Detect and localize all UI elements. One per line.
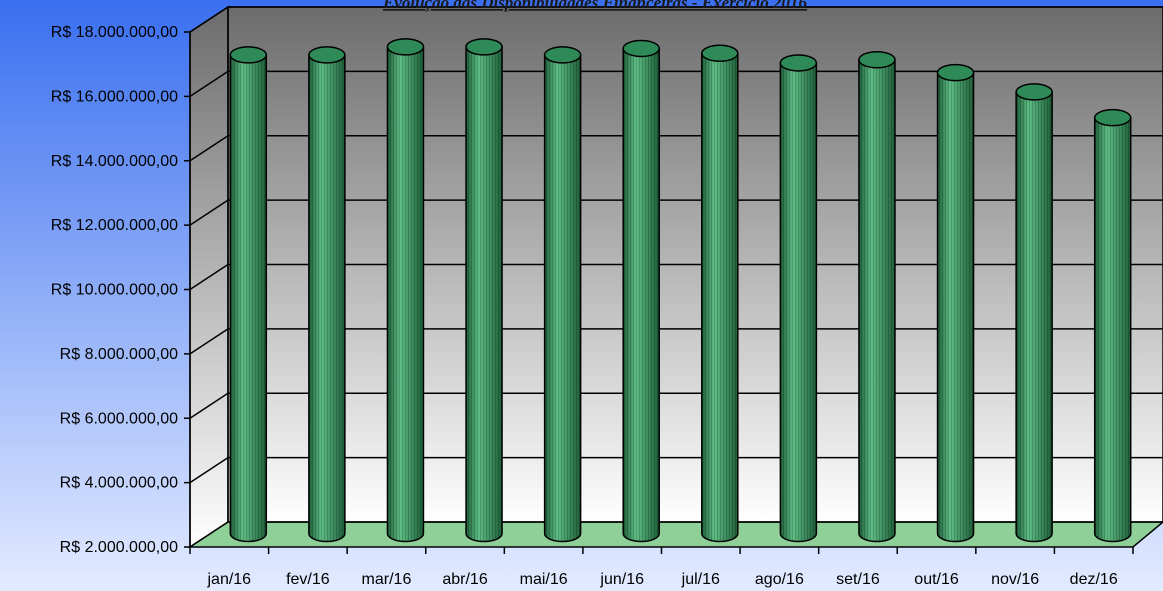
x-tick-label: fev/16 [286,571,330,588]
x-tick-label: abr/16 [442,571,487,588]
bar-stripes [1016,91,1053,542]
bar-abr/16 [465,38,503,543]
y-tick-label: R$ 2.000.000,00 [60,539,178,556]
x-tick-label: jul/16 [681,571,720,588]
bar-stripes [937,72,974,542]
y-tick-label: R$ 6.000.000,00 [60,410,178,427]
bar-stripes [466,46,503,542]
bar-stripes [780,62,817,542]
gridline-side [189,456,229,484]
y-tick-label: R$ 8.000.000,00 [60,346,178,363]
bar-mai/16 [543,46,582,543]
gridline-side [189,328,229,355]
bar-mar/16 [386,38,425,543]
bar-out/16 [936,63,975,543]
gridline-side [189,392,229,419]
chart-title: Evolução das Disponibilidades Financeira… [382,0,808,12]
bar-top [229,46,268,64]
bar-top [465,38,503,56]
y-tick-label: R$ 4.000.000,00 [60,475,178,492]
bar-top [543,46,582,64]
bar-jul/16 [701,44,739,543]
bar-dez/16 [1093,108,1132,543]
bar-stripes [544,54,581,542]
x-tick-label: ago/16 [755,571,804,588]
gridline-side [189,135,229,162]
bar-stripes [308,54,345,542]
bar-set/16 [858,50,896,543]
bar-top [936,63,975,82]
x-tick-label: mai/16 [520,571,568,588]
bar-stripes [230,54,267,542]
bar-top [779,54,818,72]
bar-stripes [1094,117,1131,542]
y-tick-label: R$ 18.000.000,00 [51,24,178,41]
bar-nov/16 [1015,83,1053,543]
gridline-side [189,199,229,226]
x-tick-label: nov/16 [991,571,1039,588]
y-tick-label: R$ 12.000.000,00 [51,217,178,234]
gridline-side [189,263,229,291]
bar-top [1015,83,1053,101]
bar-top [858,50,896,69]
y-tick-label: R$ 10.000.000,00 [51,282,178,299]
x-tick-label: jan/16 [206,571,251,588]
x-tick-label: jun/16 [599,571,644,588]
gridline-side [189,6,229,33]
back-wall-frame [227,6,1163,523]
bar-stripes [623,48,660,542]
bar-fev/16 [308,46,346,543]
x-tick-label: dez/16 [1070,571,1118,588]
bar-top [1093,108,1132,127]
bar-ago/16 [779,54,818,543]
bar-jan/16 [229,46,268,543]
bar-jun/16 [622,39,660,543]
bar-top [386,38,425,56]
x-tick-label: mar/16 [362,571,412,588]
bar-stripes [858,59,895,542]
bar-stripes [701,53,738,542]
gridline-side [189,70,229,98]
x-tick-label: set/16 [836,571,880,588]
bar-top [622,39,660,58]
bar-stripes [387,46,424,542]
x-tick-label: out/16 [914,571,959,588]
y-tick-label: R$ 14.000.000,00 [51,153,178,170]
y-tick-label: R$ 16.000.000,00 [51,88,178,105]
bar-top [701,44,739,63]
bar-top [308,46,346,64]
